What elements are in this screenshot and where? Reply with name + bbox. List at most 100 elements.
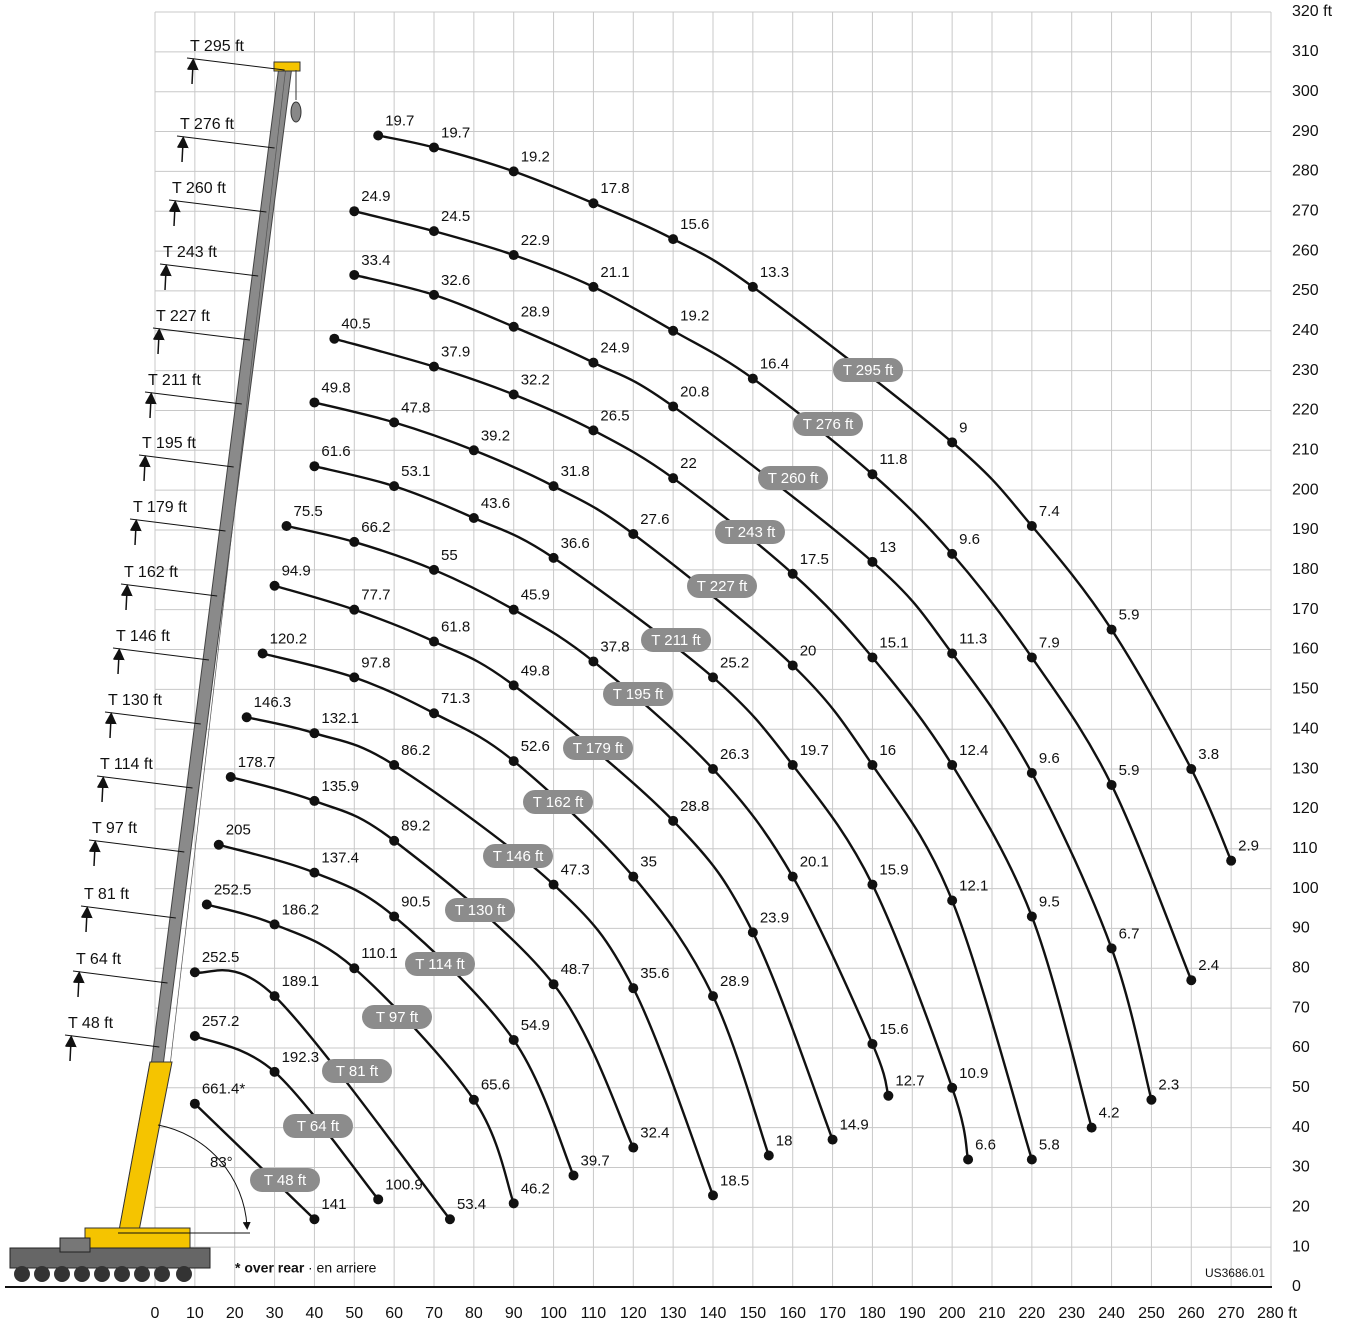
load-point xyxy=(947,548,958,559)
load-point xyxy=(429,142,439,153)
load-point xyxy=(827,1134,838,1145)
boom-length-label: T 114 ft xyxy=(100,756,153,773)
boom-length-arrow xyxy=(104,712,117,739)
load-point xyxy=(1146,1094,1157,1105)
load-label: 24.5 xyxy=(441,208,470,225)
load-point xyxy=(444,1214,455,1225)
load-point xyxy=(668,473,679,484)
load-label: 5.9 xyxy=(1119,607,1140,624)
load-point xyxy=(429,708,439,719)
load-label: 55 xyxy=(441,547,458,564)
load-curve xyxy=(230,775,635,1149)
load-point xyxy=(429,289,439,300)
load-label: 20.8 xyxy=(680,383,709,400)
load-label: 146.3 xyxy=(254,694,292,711)
load-point xyxy=(309,728,320,739)
load-point xyxy=(429,226,439,237)
load-point xyxy=(309,1214,320,1225)
y-tick-label: 280 xyxy=(1292,163,1319,180)
boom-length-label: T 64 ft xyxy=(76,951,122,968)
angle-label: 83° xyxy=(210,1154,233,1171)
load-label: 49.8 xyxy=(521,662,550,679)
y-tick-label: 100 xyxy=(1292,880,1319,897)
boom-length-arrow xyxy=(152,328,165,355)
load-label: 178.7 xyxy=(238,754,276,771)
boom-length-label: T 195 ft xyxy=(142,435,197,452)
load-point xyxy=(349,604,360,615)
x-tick-label: 270 xyxy=(1218,1305,1245,1322)
load-label: 17.5 xyxy=(800,551,829,568)
boom-pill-label: T 227 ft xyxy=(697,578,748,595)
boom-pill xyxy=(563,736,633,760)
boom-pill xyxy=(362,1005,432,1029)
load-label: 186.2 xyxy=(282,901,320,918)
load-point xyxy=(747,927,758,938)
load-curve xyxy=(194,1034,380,1201)
x-tick-label: 60 xyxy=(385,1305,403,1322)
load-label: 18.5 xyxy=(720,1172,749,1189)
load-label: 137.4 xyxy=(321,850,359,867)
hook xyxy=(290,101,302,123)
load-label: 21.1 xyxy=(600,264,629,281)
load-point xyxy=(309,397,320,408)
load-point xyxy=(568,1170,579,1181)
y-tick-label: 110 xyxy=(1292,840,1318,857)
load-point xyxy=(1086,1122,1097,1133)
load-point xyxy=(588,198,599,209)
load-point xyxy=(1106,624,1117,635)
load-label: 47.3 xyxy=(561,862,590,879)
load-label: 19.2 xyxy=(680,308,709,325)
boom-length-label: T 260 ft xyxy=(172,180,227,197)
x-tick-label: 50 xyxy=(345,1305,363,1322)
load-label: 192.3 xyxy=(282,1049,320,1066)
load-label: 77.7 xyxy=(361,587,390,604)
y-tick-label: 200 xyxy=(1292,481,1319,498)
load-label: 11.3 xyxy=(959,630,987,647)
load-label: 13 xyxy=(879,539,896,556)
load-label: 54.9 xyxy=(521,1017,550,1034)
x-tick-label: 170 xyxy=(819,1305,846,1322)
boom-length-pointer xyxy=(152,327,251,341)
load-curve xyxy=(334,337,1093,1128)
boom-length-pointer xyxy=(144,391,242,405)
x-tick-label: 110 xyxy=(581,1305,607,1322)
load-point xyxy=(708,1190,718,1201)
y-tick-label: 170 xyxy=(1292,601,1319,618)
load-label: 49.8 xyxy=(321,379,350,396)
load-point xyxy=(668,234,679,245)
load-label: 7.9 xyxy=(1039,634,1060,651)
boom-length-pointer xyxy=(176,135,275,149)
load-label: 18 xyxy=(776,1132,793,1149)
y-tick-label: 40 xyxy=(1292,1119,1310,1136)
x-tick-label: 180 xyxy=(859,1305,886,1322)
boom-length-label: T 146 ft xyxy=(116,628,171,645)
x-tick-label: 130 xyxy=(660,1305,687,1322)
y-tick-label: 150 xyxy=(1292,681,1319,698)
load-label: 32.4 xyxy=(640,1125,669,1142)
load-label: 35 xyxy=(640,854,657,871)
load-label: 52.6 xyxy=(521,738,550,755)
load-point xyxy=(588,656,599,667)
load-point xyxy=(508,604,519,615)
x-tick-label: 200 xyxy=(939,1305,966,1322)
y-tick-label: 230 xyxy=(1292,362,1319,379)
cable xyxy=(117,1061,151,1237)
load-label: 24.9 xyxy=(600,340,629,357)
load-point xyxy=(668,401,679,412)
load-label: 110.1 xyxy=(361,945,397,962)
boom-pill xyxy=(250,1168,320,1192)
load-point xyxy=(628,528,639,539)
x-tick-label: 190 xyxy=(899,1305,926,1322)
x-tick-label: 280 ft xyxy=(1257,1305,1298,1322)
cab xyxy=(59,1237,91,1253)
boom-pill xyxy=(641,628,711,652)
load-label: 37.8 xyxy=(600,638,629,655)
x-tick-label: 220 xyxy=(1019,1305,1046,1322)
boom-pill-label: T 179 ft xyxy=(573,740,624,757)
load-label: 20.1 xyxy=(800,854,829,871)
x-tick-label: 20 xyxy=(226,1305,244,1322)
boom-length-pointer xyxy=(120,583,218,597)
load-point xyxy=(429,636,439,647)
load-label: 15.6 xyxy=(680,216,709,233)
load-point xyxy=(1026,652,1037,663)
